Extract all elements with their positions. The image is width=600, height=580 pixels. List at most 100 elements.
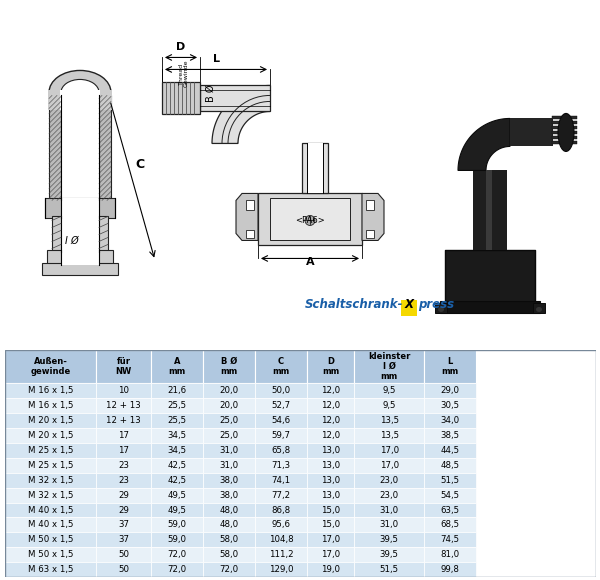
Bar (203, 458, 255, 473)
Bar (5, 473, 97, 488)
Bar (203, 503, 255, 517)
Bar (424, 398, 476, 413)
Text: für
NW: für NW (116, 357, 132, 376)
Text: 48,0: 48,0 (220, 506, 239, 514)
Bar (307, 428, 355, 443)
Text: 13,0: 13,0 (321, 491, 340, 499)
Text: 77,2: 77,2 (272, 491, 290, 499)
Text: A
mm: A mm (169, 357, 185, 376)
Bar (307, 143, 323, 194)
Bar (5, 413, 97, 428)
Bar (49, 96, 61, 201)
Bar (424, 503, 476, 517)
Text: M 40 x 1,5: M 40 x 1,5 (28, 506, 73, 514)
Bar (151, 503, 203, 517)
Text: M 25 x 1,5: M 25 x 1,5 (28, 461, 73, 470)
Bar (424, 458, 476, 473)
Ellipse shape (305, 215, 315, 226)
Text: 13,5: 13,5 (380, 416, 399, 425)
Bar (246, 201, 254, 211)
Text: A: A (305, 258, 314, 267)
Text: 74,1: 74,1 (272, 476, 290, 485)
Bar (45, 198, 115, 219)
Polygon shape (212, 85, 270, 143)
Bar (52, 216, 108, 252)
Bar (424, 488, 476, 503)
Text: 38,0: 38,0 (220, 491, 239, 499)
Text: 71,3: 71,3 (272, 461, 290, 470)
Bar (355, 473, 424, 488)
Text: 23,0: 23,0 (380, 476, 399, 485)
Text: 13,0: 13,0 (321, 476, 340, 485)
Bar (307, 503, 355, 517)
Bar (97, 517, 151, 532)
Polygon shape (362, 194, 384, 241)
Text: 23: 23 (118, 476, 129, 485)
Bar (440, 302, 540, 313)
Bar (151, 398, 203, 413)
Text: 30,5: 30,5 (441, 401, 460, 410)
Bar (151, 532, 203, 548)
Bar (307, 383, 355, 398)
Bar (151, 413, 203, 428)
Bar (258, 194, 362, 245)
Text: B Ø: B Ø (206, 85, 216, 102)
Bar (5, 562, 97, 577)
Text: M 16 x 1,5: M 16 x 1,5 (28, 401, 73, 410)
Bar (255, 532, 307, 548)
Bar (255, 488, 307, 503)
Text: D
mm: D mm (322, 357, 340, 376)
Text: M 25 x 1,5: M 25 x 1,5 (28, 446, 73, 455)
Text: Außen-
gewinde: Außen- gewinde (31, 357, 71, 376)
Text: 34,5: 34,5 (167, 446, 187, 455)
Ellipse shape (49, 70, 111, 114)
Bar (486, 171, 492, 251)
Text: 15,0: 15,0 (321, 506, 340, 514)
Bar (424, 517, 476, 532)
Bar (424, 532, 476, 548)
Text: 72,0: 72,0 (220, 565, 239, 574)
Text: 25,5: 25,5 (167, 401, 187, 410)
Bar (203, 473, 255, 488)
Text: 49,5: 49,5 (167, 491, 187, 499)
Text: 29: 29 (118, 506, 129, 514)
Text: 38,0: 38,0 (220, 476, 239, 485)
Text: 9,5: 9,5 (383, 386, 396, 396)
Bar (424, 428, 476, 443)
Bar (5, 398, 97, 413)
Bar (355, 562, 424, 577)
Bar (151, 517, 203, 532)
Bar (355, 443, 424, 458)
Bar (5, 488, 97, 503)
Text: 59,0: 59,0 (167, 535, 187, 545)
Bar (5, 428, 97, 443)
Bar (151, 428, 203, 443)
Bar (61, 96, 99, 201)
Text: 44,5: 44,5 (441, 446, 460, 455)
Text: 9,5: 9,5 (383, 401, 396, 410)
Text: 17,0: 17,0 (380, 461, 399, 470)
Bar (151, 443, 203, 458)
Text: 31,0: 31,0 (220, 446, 239, 455)
Text: 99,8: 99,8 (441, 565, 460, 574)
Bar (255, 413, 307, 428)
Text: 25,5: 25,5 (167, 416, 187, 425)
Bar (5, 458, 97, 473)
Bar (60, 90, 100, 110)
Text: 39,5: 39,5 (380, 550, 399, 559)
Text: 17: 17 (118, 431, 129, 440)
Text: 95,6: 95,6 (272, 520, 290, 530)
Bar (97, 350, 151, 383)
Text: D: D (176, 42, 185, 52)
Text: I Ø: I Ø (65, 235, 79, 245)
Bar (355, 458, 424, 473)
Text: C
mm: C mm (272, 357, 290, 376)
Bar (203, 548, 255, 562)
Bar (151, 458, 203, 473)
Text: 31,0: 31,0 (380, 506, 399, 514)
Bar (307, 350, 355, 383)
Bar (97, 443, 151, 458)
Text: 13,0: 13,0 (321, 461, 340, 470)
Bar (552, 126, 577, 129)
Text: 42,5: 42,5 (167, 461, 187, 470)
